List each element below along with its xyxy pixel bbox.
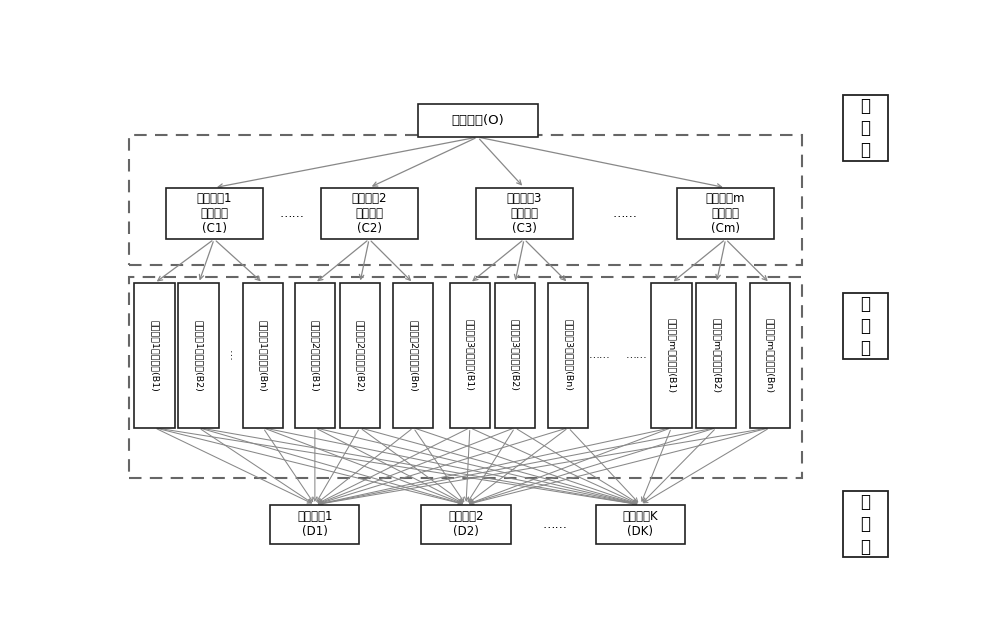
Bar	[340, 283, 380, 427]
Bar	[421, 505, 511, 544]
Bar	[677, 188, 774, 239]
Bar	[495, 283, 535, 427]
Bar	[134, 283, 175, 427]
Bar	[129, 135, 802, 265]
Bar	[243, 283, 283, 427]
Bar	[750, 283, 790, 427]
Text: ……: ……	[588, 350, 610, 361]
Text: 选址准则1二级指标(B1): 选址准则1二级指标(B1)	[150, 319, 159, 391]
Bar	[651, 283, 692, 427]
Text: 选址准则m二级指标(B1): 选址准则m二级指标(B1)	[667, 318, 676, 393]
Text: 目
标
层: 目 标 层	[860, 97, 870, 159]
Text: 选址准则2
一级指标
(C2): 选址准则2 一级指标 (C2)	[351, 192, 387, 235]
Bar	[450, 283, 490, 427]
Text: 选址准则m二级指标(B2): 选址准则m二级指标(B2)	[712, 318, 721, 393]
Text: ……: ……	[543, 518, 568, 531]
Text: 选址准则2二级指标(B1): 选址准则2二级指标(B1)	[310, 319, 319, 391]
Text: 选址方案2
(D2): 选址方案2 (D2)	[448, 511, 484, 539]
Text: 选址准则1
一级指标
(C1): 选址准则1 一级指标 (C1)	[196, 192, 232, 235]
Text: 选址方案K
(DK): 选址方案K (DK)	[623, 511, 658, 539]
Text: 选址准则2二级指标(Bn): 选址准则2二级指标(Bn)	[409, 319, 418, 391]
Bar	[393, 283, 433, 427]
Bar	[843, 293, 888, 359]
Bar	[696, 283, 736, 427]
Text: ……: ……	[626, 350, 647, 361]
Text: 选址方案1
(D1): 选址方案1 (D1)	[297, 511, 333, 539]
Bar	[178, 283, 219, 427]
Text: 选址准则m二级指标(Bn): 选址准则m二级指标(Bn)	[765, 318, 774, 393]
Text: ……: ……	[612, 207, 637, 220]
Text: 选址准则1二级指标(B2): 选址准则1二级指标(B2)	[194, 319, 203, 391]
Text: 场址筛选(O): 场址筛选(O)	[451, 114, 504, 127]
Bar	[548, 283, 588, 427]
Text: 选址准则m
一级指标
(Cm): 选址准则m 一级指标 (Cm)	[706, 192, 745, 235]
Bar	[321, 188, 418, 239]
Text: 选址准则3二级指标(B1): 选址准则3二级指标(B1)	[465, 319, 474, 392]
Bar	[295, 283, 335, 427]
Text: 选址准则2二级指标(B2): 选址准则2二级指标(B2)	[355, 319, 364, 391]
Bar	[129, 277, 802, 478]
Bar	[418, 104, 538, 137]
Text: 准
则
层: 准 则 层	[860, 295, 870, 357]
Text: ……: ……	[279, 207, 304, 220]
Text: 选址准则3二级指标(Bn): 选址准则3二级指标(Bn)	[564, 319, 573, 392]
Bar	[843, 492, 888, 558]
Bar	[596, 505, 685, 544]
Text: 选址准则3
一级指标
(C3): 选址准则3 一级指标 (C3)	[506, 192, 542, 235]
Text: 选址准则3二级指标(B2): 选址准则3二级指标(B2)	[510, 319, 519, 392]
Bar	[270, 505, 359, 544]
Text: 选址准则1二级指标(Bn): 选址准则1二级指标(Bn)	[258, 319, 267, 391]
Bar	[166, 188, 263, 239]
Bar	[476, 188, 573, 239]
Text: …: …	[227, 350, 237, 361]
Bar	[843, 95, 888, 161]
Text: 方
案
层: 方 案 层	[860, 493, 870, 556]
